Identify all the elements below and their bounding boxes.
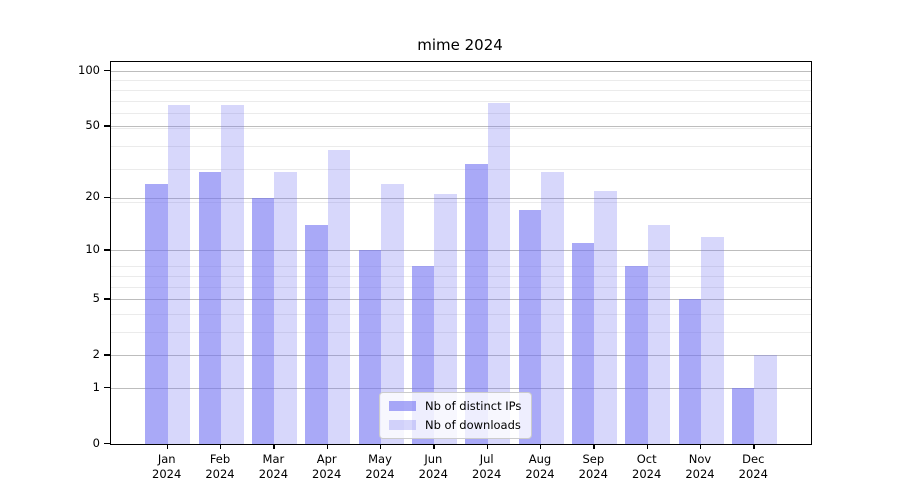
y-tick-2 — [104, 354, 110, 356]
y-tick-5 — [104, 298, 110, 300]
gridline-minor-39 — [111, 145, 811, 147]
x-tick-apr — [326, 444, 329, 450]
x-tick-mar — [273, 444, 275, 450]
y-tick-label-10: 10 — [85, 241, 100, 256]
legend-swatch-downloads — [389, 419, 416, 431]
bar-distinct-ips-may — [358, 250, 381, 444]
y-tick-50 — [104, 125, 110, 127]
x-tick-label-dec: Dec 2024 — [738, 452, 768, 481]
bar-downloads-nov — [701, 236, 724, 444]
bar-distinct-ips-mar — [251, 197, 275, 444]
bar-downloads-sep — [594, 190, 617, 444]
bar-distinct-ips-aug — [518, 210, 541, 444]
gridline-minor-89 — [111, 80, 811, 82]
chart-title: mime 2024 — [417, 36, 503, 54]
gridline-minor-19 — [111, 201, 811, 203]
gridline-minor-3 — [111, 332, 811, 333]
x-tick-label-mar: Mar 2024 — [258, 452, 289, 481]
legend: Nb of distinct IPs Nb of downloads — [379, 392, 533, 439]
bar-downloads-apr — [327, 150, 351, 444]
x-tick-aug — [540, 444, 542, 450]
x-tick-label-oct: Oct 2024 — [632, 452, 662, 481]
gridline-minor-69 — [111, 100, 811, 102]
legend-label-distinct-ips: Nb of distinct IPs — [425, 399, 522, 413]
bar-downloads-oct — [647, 225, 671, 444]
bar-downloads-jan — [167, 105, 191, 444]
x-tick-jun — [433, 444, 435, 450]
bar-distinct-ips-feb — [198, 171, 221, 444]
bar-downloads-jul — [487, 103, 511, 444]
bar-distinct-ips-apr — [305, 225, 328, 444]
x-tick-jan — [166, 444, 169, 450]
legend-swatch-distinct-ips — [389, 400, 416, 412]
gridline-minor-6 — [111, 286, 811, 288]
gridline-major-2 — [111, 355, 811, 357]
gridline-major-1 — [111, 388, 811, 389]
gridline-minor-29 — [111, 169, 811, 171]
y-tick-20 — [104, 196, 110, 199]
gridline-major-100 — [111, 71, 811, 72]
bar-downloads-may — [381, 183, 404, 444]
y-tick-label-50: 50 — [85, 117, 100, 132]
y-tick-label-0: 0 — [92, 435, 100, 450]
x-tick-dec — [753, 444, 755, 450]
x-tick-label-aug: Aug 2024 — [525, 452, 555, 481]
bar-distinct-ips-sep — [571, 243, 595, 444]
legend-item-distinct-ips: Nb of distinct IPs — [389, 397, 521, 415]
bar-downloads-jun — [434, 194, 457, 444]
x-tick-label-jan: Jan 2024 — [152, 452, 182, 481]
bar-downloads-aug — [541, 171, 564, 444]
x-tick-feb — [220, 444, 222, 450]
x-tick-label-jun: Jun 2024 — [418, 452, 448, 481]
gridline-minor-59 — [111, 113, 811, 115]
gridline-minor-4 — [111, 313, 811, 315]
x-tick-may — [380, 444, 382, 450]
x-tick-label-apr: Apr 2024 — [312, 452, 342, 481]
x-tick-oct — [646, 444, 649, 450]
gridline-major-5 — [111, 299, 811, 301]
gridline-major-20 — [111, 197, 811, 199]
plot-area — [110, 61, 812, 445]
x-tick-label-may: May 2024 — [365, 452, 395, 481]
gridline-minor-7 — [111, 275, 811, 277]
y-tick-label-100: 100 — [78, 62, 100, 77]
legend-label-downloads: Nb of downloads — [425, 418, 521, 432]
bar-downloads-mar — [274, 171, 297, 444]
gridline-major-50 — [111, 126, 811, 128]
x-tick-sep — [593, 444, 595, 450]
bar-distinct-ips-dec — [731, 388, 755, 444]
bar-distinct-ips-jul — [465, 163, 488, 444]
x-tick-label-sep: Sep 2024 — [578, 452, 608, 481]
x-tick-jul — [486, 444, 489, 450]
gridline-minor-49 — [111, 127, 811, 129]
gridline-minor-8 — [111, 266, 811, 268]
x-tick-label-nov: Nov 2024 — [685, 452, 715, 481]
y-tick-label-2: 2 — [92, 346, 100, 361]
y-tick-0 — [104, 443, 110, 445]
gridline-minor-79 — [111, 89, 811, 91]
y-tick-10 — [104, 249, 110, 251]
gridline-major-10 — [111, 250, 811, 252]
y-tick-1 — [104, 387, 110, 389]
legend-item-downloads: Nb of downloads — [389, 416, 521, 434]
y-tick-label-20: 20 — [85, 189, 100, 204]
x-tick-label-feb: Feb 2024 — [205, 452, 235, 481]
x-tick-nov — [700, 444, 702, 450]
bar-distinct-ips-jan — [145, 183, 168, 444]
bar-distinct-ips-oct — [625, 266, 648, 444]
y-tick-label-1: 1 — [92, 379, 100, 394]
bar-downloads-dec — [754, 355, 777, 444]
y-tick-label-5: 5 — [92, 290, 100, 305]
x-tick-label-jul: Jul 2024 — [472, 452, 502, 481]
bar-distinct-ips-nov — [678, 299, 701, 444]
bar-downloads-feb — [221, 105, 244, 444]
y-tick-100 — [104, 70, 110, 72]
